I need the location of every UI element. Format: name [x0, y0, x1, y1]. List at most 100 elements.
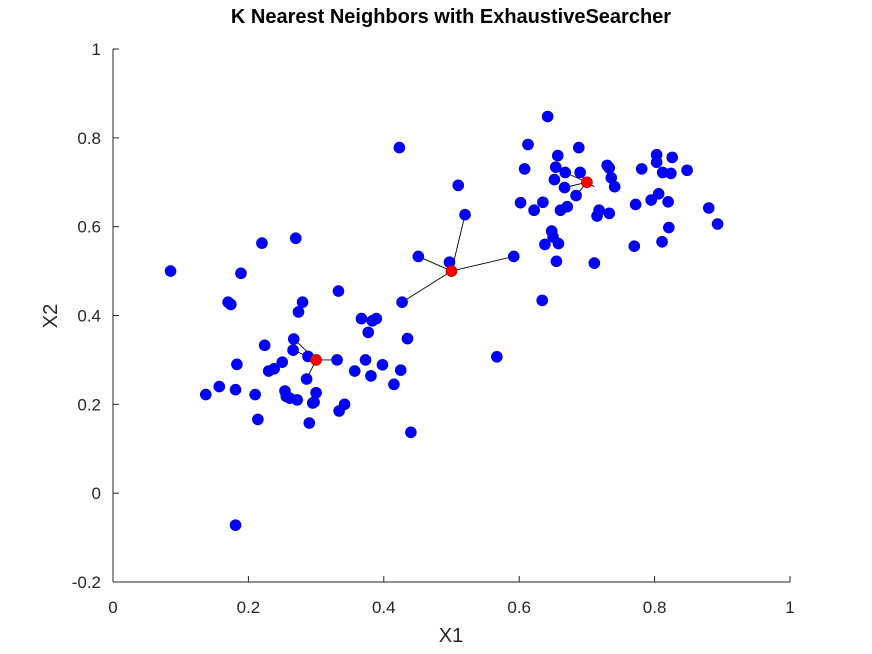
data-point [645, 194, 658, 206]
data-point [235, 267, 247, 280]
data-point [549, 161, 562, 173]
data-point [376, 359, 389, 371]
data-point [231, 358, 243, 371]
data-point [603, 207, 616, 220]
data-point [539, 238, 551, 251]
data-point [603, 162, 616, 174]
data-point [276, 356, 289, 368]
data-point [536, 294, 549, 307]
data-point [572, 141, 585, 154]
data-point [249, 388, 261, 401]
data-point [401, 332, 414, 345]
data-point [370, 312, 383, 325]
data-point [507, 250, 520, 263]
data-point [289, 232, 302, 245]
data-point [514, 196, 527, 209]
data-point [331, 354, 343, 366]
data-point [702, 202, 715, 214]
data-point [229, 383, 242, 396]
data-point [268, 362, 280, 375]
data-point [229, 519, 242, 531]
data-point [452, 179, 465, 192]
y-tick-label: -0.2 [72, 573, 101, 592]
y-tick-label: 0 [92, 484, 101, 503]
data-point [348, 365, 361, 377]
data-point [300, 373, 313, 385]
x-tick-label: 0.6 [507, 598, 531, 617]
data-point [588, 257, 601, 269]
data-point [396, 296, 408, 308]
data-point [528, 204, 540, 217]
x-tick-label: 0.8 [643, 598, 667, 617]
data-point [570, 189, 582, 202]
y-tick-label: 0.4 [77, 307, 101, 326]
ticks: 0 0.2 0.4 0.6 0.8 1 -0.2 0 0.2 0.4 0.6 0.8 1 [72, 40, 795, 617]
data-point [355, 312, 368, 325]
data-point [574, 166, 586, 179]
chart-title: K Nearest Neighbors with ExhaustiveSearc… [231, 6, 671, 28]
data-point [287, 344, 299, 356]
data-points [164, 110, 724, 531]
data-point [548, 173, 561, 186]
x-axis-label: X1 [439, 625, 463, 647]
data-point [292, 306, 305, 318]
data-point [291, 394, 303, 406]
data-point [296, 296, 309, 308]
query-points [310, 176, 593, 366]
axes [112, 49, 790, 583]
x-tick-label: 0.4 [372, 598, 396, 617]
data-point [332, 285, 345, 297]
data-point [405, 426, 417, 439]
data-point [663, 221, 675, 234]
data-point [213, 380, 226, 393]
data-point [537, 196, 549, 209]
neighbor-link [418, 256, 452, 272]
data-point [635, 163, 648, 175]
data-point [665, 167, 677, 180]
data-point [652, 187, 665, 200]
data-point [628, 240, 641, 253]
data-point [359, 354, 372, 366]
data-point [287, 333, 300, 345]
x-tick-label: 1 [785, 598, 794, 617]
data-point [393, 141, 406, 154]
data-point [561, 200, 574, 213]
data-point [656, 235, 668, 248]
data-point [459, 208, 471, 221]
data-point [608, 180, 621, 193]
data-point [711, 218, 724, 230]
y-tick-label: 0.8 [77, 129, 101, 148]
data-point [388, 378, 400, 391]
data-point [256, 237, 268, 249]
data-point [362, 326, 375, 339]
data-point [629, 198, 642, 211]
data-point [551, 149, 564, 162]
data-point [491, 351, 503, 363]
y-axis-label: X2 [40, 304, 62, 328]
y-tick-label: 0.2 [77, 395, 101, 414]
data-point [310, 386, 322, 399]
data-point [541, 110, 554, 123]
y-tick-label: 1 [92, 40, 101, 59]
data-point [412, 250, 425, 263]
x-tick-label: 0.2 [237, 598, 261, 617]
data-point [522, 138, 534, 151]
data-point [681, 164, 693, 177]
data-point [303, 417, 316, 429]
data-point [365, 370, 377, 382]
data-point [252, 413, 264, 426]
data-point [224, 298, 237, 311]
data-point [550, 255, 563, 268]
data-point [199, 388, 212, 401]
data-point [558, 181, 571, 194]
data-point [666, 151, 679, 164]
data-point [559, 166, 572, 179]
data-point [662, 195, 674, 208]
data-point [593, 204, 605, 217]
x-tick-label: 0 [108, 598, 117, 617]
query-point [445, 265, 458, 277]
data-point [650, 156, 663, 169]
neighbor-link [451, 255, 514, 272]
neighbor-links [292, 172, 595, 380]
